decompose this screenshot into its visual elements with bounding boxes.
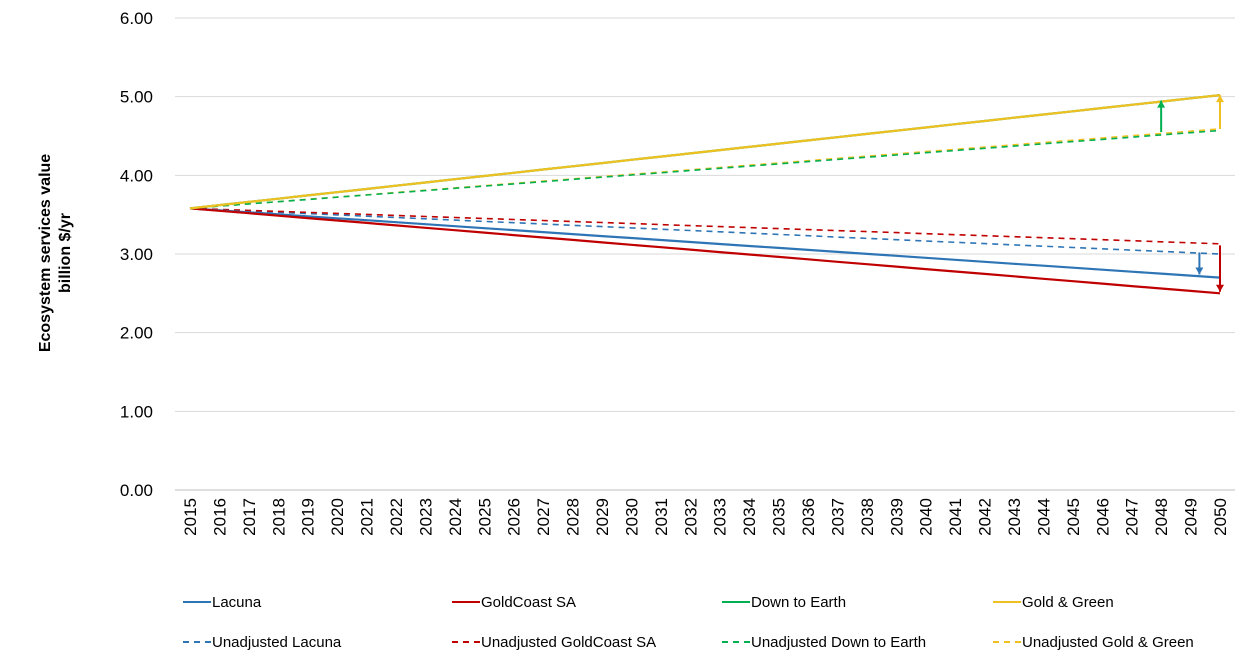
grid-lines	[175, 17, 1235, 412]
y-axis-title-line1: Ecosystem services value	[37, 154, 54, 352]
x-tick-label: 2029	[593, 498, 612, 536]
legend-item: Gold & Green	[993, 594, 1114, 611]
y-tick-label: 2.00	[120, 324, 153, 343]
x-tick-label: 2018	[269, 498, 288, 536]
x-tick-label: 2046	[1093, 498, 1112, 536]
y-tick-label: 5.00	[120, 88, 153, 107]
series-line-unadjusted-lacuna	[189, 207, 1221, 255]
x-tick-label: 2016	[210, 498, 229, 536]
legend-label: GoldCoast SA	[481, 594, 576, 611]
x-tick-label: 2043	[1005, 498, 1024, 536]
x-tick-label: 2024	[446, 498, 465, 536]
x-tick-label: 2017	[240, 498, 259, 536]
x-tick-label: 2034	[740, 498, 759, 536]
x-tick-label: 2042	[976, 498, 995, 536]
series-line-unadjusted-gold-green	[189, 128, 1221, 210]
x-tick-label: 2027	[534, 498, 553, 536]
series-line-lacuna	[189, 207, 1221, 279]
series-line-unadjusted-goldcoast-sa	[189, 207, 1221, 245]
x-tick-labels: 2015 2016 2017 2018 2019 2020 2021 2022 2023 2024…	[181, 498, 1230, 536]
legend-item: Unadjusted GoldCoast SA	[452, 634, 656, 651]
y-tick-labels: 0.00 1.00 2.00 3.00 4.00 5.00 6.00	[120, 9, 153, 500]
series-line-gold-green	[189, 94, 1221, 210]
x-tick-label: 2023	[416, 498, 435, 536]
x-tick-label: 2020	[328, 498, 347, 536]
legend-label: Unadjusted GoldCoast SA	[481, 634, 656, 651]
arrow-head	[1195, 267, 1204, 275]
legend-label: Unadjusted Lacuna	[212, 634, 342, 651]
x-tick-label: 2032	[681, 498, 700, 536]
x-tick-label: 2044	[1034, 498, 1053, 536]
x-tick-label: 2028	[564, 498, 583, 536]
legend-item: GoldCoast SA	[452, 594, 576, 611]
x-tick-label: 2036	[799, 498, 818, 536]
x-tick-label: 2039	[887, 498, 906, 536]
x-tick-label: 2021	[358, 498, 377, 536]
legend: Lacuna GoldCoast SA Down to Earth Gold & Gr…	[183, 594, 1194, 651]
y-tick-label: 4.00	[120, 166, 153, 185]
legend-label: Unadjusted Down to Earth	[751, 634, 926, 651]
y-tick-label: 0.00	[120, 481, 153, 500]
arrow-head	[1216, 284, 1224, 292]
x-tick-label: 2025	[475, 498, 494, 536]
x-tick-label: 2015	[181, 498, 200, 536]
legend-item: Unadjusted Lacuna	[183, 634, 342, 651]
legend-item: Down to Earth	[722, 594, 846, 611]
x-tick-label: 2035	[770, 498, 789, 536]
x-tick-label: 2033	[711, 498, 730, 536]
series-line-goldcoast-sa	[189, 207, 1221, 295]
x-tick-label: 2040	[917, 498, 936, 536]
x-tick-label: 2041	[946, 498, 965, 536]
y-axis-title-line2: billion $/yr	[57, 213, 74, 293]
x-tick-label: 2026	[505, 498, 524, 536]
y-tick-label: 6.00	[120, 9, 153, 28]
series-line-unadjusted-down-to-earth	[189, 129, 1221, 210]
x-tick-label: 2049	[1182, 498, 1201, 536]
legend-label: Lacuna	[212, 594, 262, 611]
y-tick-label: 1.00	[120, 402, 153, 421]
legend-label: Down to Earth	[751, 594, 846, 611]
x-tick-label: 2038	[858, 498, 877, 536]
series-lines	[189, 94, 1221, 295]
legend-label: Unadjusted Gold & Green	[1022, 634, 1194, 651]
x-tick-label: 2019	[299, 498, 318, 536]
legend-item: Unadjusted Gold & Green	[993, 634, 1194, 651]
legend-item: Unadjusted Down to Earth	[722, 634, 926, 651]
arrow-head	[1157, 100, 1166, 108]
difference-arrows	[1157, 95, 1224, 292]
x-tick-label: 2048	[1152, 498, 1171, 536]
x-tick-label: 2047	[1123, 498, 1142, 536]
legend-label: Gold & Green	[1022, 594, 1114, 611]
arrow-head	[1216, 95, 1224, 103]
x-tick-label: 2050	[1211, 498, 1230, 536]
x-tick-label: 2037	[828, 498, 847, 536]
y-tick-label: 3.00	[120, 245, 153, 264]
x-tick-label: 2045	[1064, 498, 1083, 536]
x-tick-label: 2022	[387, 498, 406, 536]
x-tick-label: 2031	[652, 498, 671, 536]
legend-item: Lacuna	[183, 594, 262, 611]
x-tick-label: 2030	[622, 498, 641, 536]
